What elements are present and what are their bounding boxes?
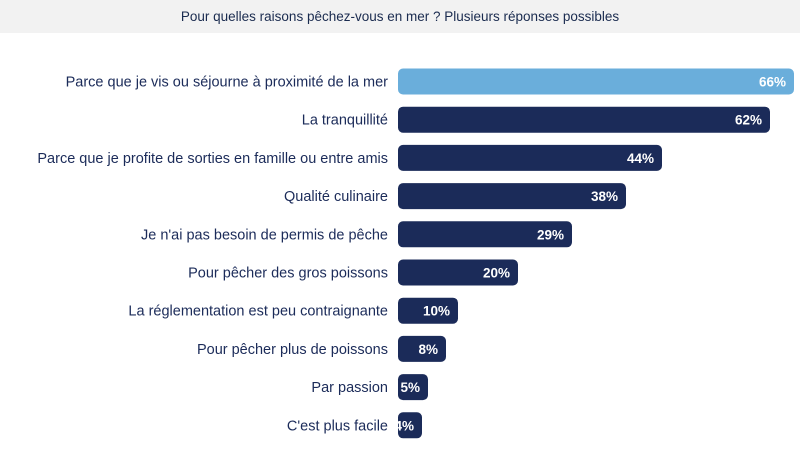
bar-la-tranquillite	[398, 106, 770, 133]
chart-title: Pour quelles raisons pêchez-vous en mer …	[180, 9, 620, 24]
category-label-je-n-ai-pas-besoin-de-permis-de-peche: Je n'ai pas besoin de permis de pêche	[141, 227, 388, 243]
value-label-je-n-ai-pas-besoin-de-permis-de-peche: 29%	[537, 227, 564, 242]
category-label-pour-pecher-plus-de-poissons: Pour pêcher plus de poissons	[197, 342, 388, 358]
value-label-par-passion: 5%	[400, 380, 420, 395]
value-label-parce-que-je-profite-de-sorties-en-famil: 44%	[627, 151, 654, 166]
title-band	[0, 0, 800, 33]
category-label-parce-que-je-profite-de-sorties-en-famil: Parce que je profite de sorties en famil…	[37, 151, 388, 167]
bar-c-est-plus-facile	[398, 412, 422, 439]
bar-parce-que-je-profite-de-sorties-en-famil	[398, 144, 662, 171]
value-label-c-est-plus-facile: 4%	[394, 418, 414, 433]
bar-pour-pecher-plus-de-poissons	[398, 335, 446, 362]
value-label-parce-que-je-vis-ou-sejourne-a-proximite: 66%	[759, 75, 786, 90]
category-label-qualite-culinaire: Qualité culinaire	[284, 189, 388, 205]
category-label-par-passion: Par passion	[311, 380, 388, 396]
bar-pour-pecher-des-gros-poissons	[398, 259, 518, 286]
bar-qualite-culinaire	[398, 183, 626, 210]
category-label-la-reglementation-est-peu-contraignante: La réglementation est peu contraignante	[128, 304, 388, 320]
value-label-qualite-culinaire: 38%	[591, 189, 618, 204]
value-label-pour-pecher-des-gros-poissons: 20%	[483, 266, 510, 281]
category-label-pour-pecher-des-gros-poissons: Pour pêcher des gros poissons	[188, 266, 388, 282]
bar-je-n-ai-pas-besoin-de-permis-de-peche	[398, 221, 572, 248]
category-label-parce-que-je-vis-ou-sejourne-a-proximite: Parce que je vis ou séjourne à proximité…	[66, 75, 389, 91]
category-label-c-est-plus-facile: C'est plus facile	[287, 418, 388, 434]
value-label-la-reglementation-est-peu-contraignante: 10%	[423, 304, 450, 319]
category-label-la-tranquillite: La tranquillité	[302, 113, 388, 129]
bar-par-passion	[398, 374, 428, 401]
value-label-la-tranquillite: 62%	[735, 113, 762, 128]
value-label-pour-pecher-plus-de-poissons: 8%	[418, 342, 438, 357]
bar-la-reglementation-est-peu-contraignante	[398, 297, 458, 324]
bar-parce-que-je-vis-ou-sejourne-a-proximite	[398, 68, 794, 95]
